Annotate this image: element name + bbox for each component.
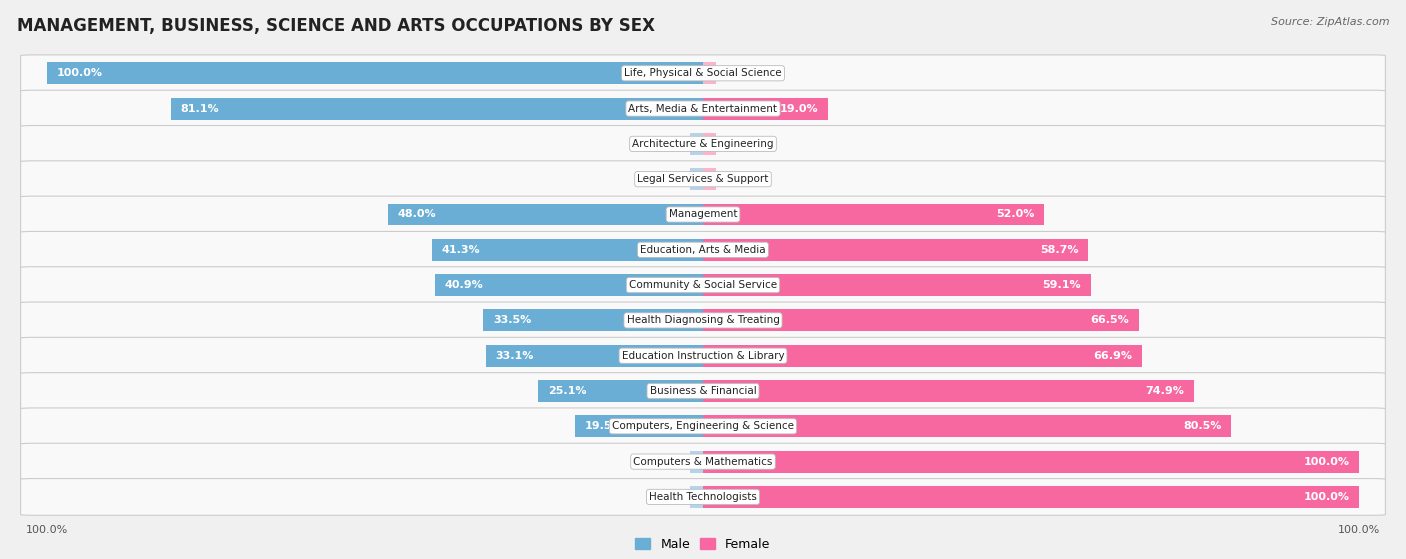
- Text: 0.0%: 0.0%: [730, 139, 758, 149]
- Text: Health Diagnosing & Treating: Health Diagnosing & Treating: [627, 315, 779, 325]
- Text: Computers, Engineering & Science: Computers, Engineering & Science: [612, 421, 794, 432]
- Bar: [538, 380, 703, 402]
- FancyBboxPatch shape: [21, 231, 1385, 268]
- Bar: [690, 451, 703, 472]
- FancyBboxPatch shape: [21, 267, 1385, 304]
- FancyBboxPatch shape: [21, 90, 1385, 127]
- Bar: [432, 239, 703, 260]
- FancyBboxPatch shape: [21, 443, 1385, 480]
- FancyBboxPatch shape: [21, 373, 1385, 409]
- Bar: [172, 98, 703, 120]
- Text: 74.9%: 74.9%: [1146, 386, 1185, 396]
- Text: Community & Social Service: Community & Social Service: [628, 280, 778, 290]
- Bar: [703, 415, 1232, 437]
- FancyBboxPatch shape: [21, 196, 1385, 233]
- Bar: [703, 62, 716, 84]
- Bar: [486, 345, 703, 367]
- FancyBboxPatch shape: [21, 337, 1385, 374]
- Text: 33.5%: 33.5%: [494, 315, 531, 325]
- Text: 19.0%: 19.0%: [779, 103, 818, 113]
- Text: 0.0%: 0.0%: [648, 174, 676, 184]
- Text: Life, Physical & Social Science: Life, Physical & Social Science: [624, 68, 782, 78]
- Bar: [703, 451, 1360, 472]
- Text: 41.3%: 41.3%: [441, 245, 481, 255]
- Text: 100.0%: 100.0%: [56, 68, 103, 78]
- Bar: [703, 98, 828, 120]
- FancyBboxPatch shape: [21, 302, 1385, 339]
- Text: Arts, Media & Entertainment: Arts, Media & Entertainment: [628, 103, 778, 113]
- Text: 59.1%: 59.1%: [1042, 280, 1081, 290]
- Text: Education, Arts & Media: Education, Arts & Media: [640, 245, 766, 255]
- Text: Computers & Mathematics: Computers & Mathematics: [633, 457, 773, 467]
- Text: Source: ZipAtlas.com: Source: ZipAtlas.com: [1271, 17, 1389, 27]
- Text: MANAGEMENT, BUSINESS, SCIENCE AND ARTS OCCUPATIONS BY SEX: MANAGEMENT, BUSINESS, SCIENCE AND ARTS O…: [17, 17, 655, 35]
- Text: 40.9%: 40.9%: [444, 280, 484, 290]
- Text: 25.1%: 25.1%: [548, 386, 586, 396]
- Text: 0.0%: 0.0%: [648, 492, 676, 502]
- Text: 19.5%: 19.5%: [585, 421, 623, 432]
- Text: Health Technologists: Health Technologists: [650, 492, 756, 502]
- Text: 66.5%: 66.5%: [1091, 315, 1129, 325]
- Bar: [703, 133, 716, 155]
- Bar: [484, 310, 703, 331]
- Text: 0.0%: 0.0%: [730, 68, 758, 78]
- Bar: [690, 168, 703, 190]
- Bar: [703, 239, 1088, 260]
- Text: 0.0%: 0.0%: [648, 139, 676, 149]
- Bar: [388, 203, 703, 225]
- Bar: [703, 380, 1195, 402]
- Text: 80.5%: 80.5%: [1182, 421, 1222, 432]
- Legend: Male, Female: Male, Female: [630, 533, 776, 556]
- Bar: [690, 486, 703, 508]
- Bar: [46, 62, 703, 84]
- Bar: [703, 310, 1139, 331]
- Bar: [703, 486, 1360, 508]
- Text: Legal Services & Support: Legal Services & Support: [637, 174, 769, 184]
- Bar: [434, 274, 703, 296]
- Bar: [703, 274, 1091, 296]
- Text: Business & Financial: Business & Financial: [650, 386, 756, 396]
- FancyBboxPatch shape: [21, 55, 1385, 92]
- Text: Education Instruction & Library: Education Instruction & Library: [621, 350, 785, 361]
- Bar: [703, 345, 1142, 367]
- Text: 100.0%: 100.0%: [1303, 457, 1350, 467]
- Text: 52.0%: 52.0%: [995, 210, 1035, 220]
- Bar: [703, 168, 716, 190]
- Bar: [575, 415, 703, 437]
- Text: 100.0%: 100.0%: [1303, 492, 1350, 502]
- Bar: [690, 133, 703, 155]
- Text: 33.1%: 33.1%: [496, 350, 534, 361]
- FancyBboxPatch shape: [21, 126, 1385, 162]
- Text: 48.0%: 48.0%: [398, 210, 436, 220]
- FancyBboxPatch shape: [21, 161, 1385, 197]
- Text: 58.7%: 58.7%: [1040, 245, 1078, 255]
- Text: 66.9%: 66.9%: [1092, 350, 1132, 361]
- FancyBboxPatch shape: [21, 408, 1385, 444]
- Text: 0.0%: 0.0%: [730, 174, 758, 184]
- Text: 81.1%: 81.1%: [181, 103, 219, 113]
- Text: Architecture & Engineering: Architecture & Engineering: [633, 139, 773, 149]
- Text: 0.0%: 0.0%: [648, 457, 676, 467]
- Bar: [703, 203, 1045, 225]
- Text: Management: Management: [669, 210, 737, 220]
- FancyBboxPatch shape: [21, 479, 1385, 515]
